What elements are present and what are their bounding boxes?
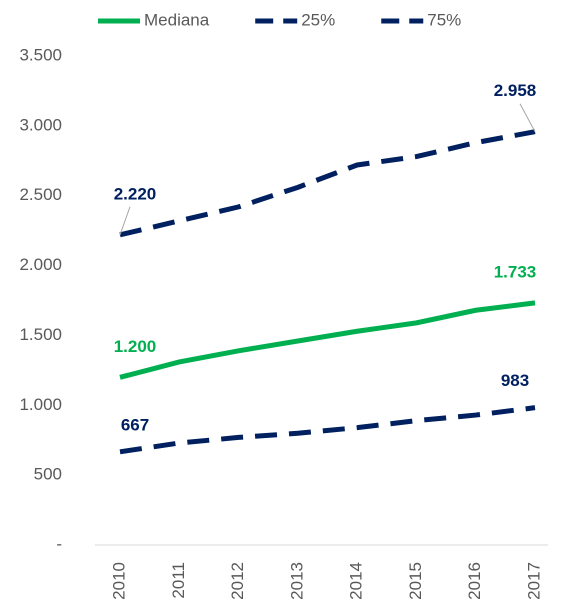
y-tick-label: 500 [34,465,62,484]
y-tick-label: 3.500 [19,45,62,64]
x-tick-label: 2015 [406,562,425,600]
y-tick-label: - [56,534,62,553]
x-tick-label: 2016 [465,562,484,600]
value-label: 1.733 [494,262,537,281]
value-label: 2.958 [494,81,537,100]
leader-line [519,103,536,132]
x-tick-label: 2017 [524,562,543,600]
legend-label: 75% [427,10,461,29]
series-line [119,129,536,238]
legend-label: Mediana [144,10,210,29]
value-label: 667 [121,415,149,434]
x-tick-label: 2012 [228,562,247,600]
y-tick-label: 1.500 [19,325,62,344]
value-label: 1.200 [114,337,157,356]
leader-line [119,206,131,236]
y-tick-label: 2.000 [19,255,62,274]
y-tick-label: 1.000 [19,395,62,414]
y-tick-label: 2.500 [19,185,62,204]
series-line [119,300,536,380]
y-tick-label: 3.000 [19,115,62,134]
x-tick-label: 2014 [347,562,366,600]
x-tick-label: 2011 [169,562,188,599]
legend-label: 25% [301,10,335,29]
value-label: 2.220 [114,184,157,203]
x-tick-label: 2013 [287,562,306,600]
value-label: 983 [501,371,529,390]
series-line [119,405,536,455]
x-tick-label: 2010 [109,562,128,600]
